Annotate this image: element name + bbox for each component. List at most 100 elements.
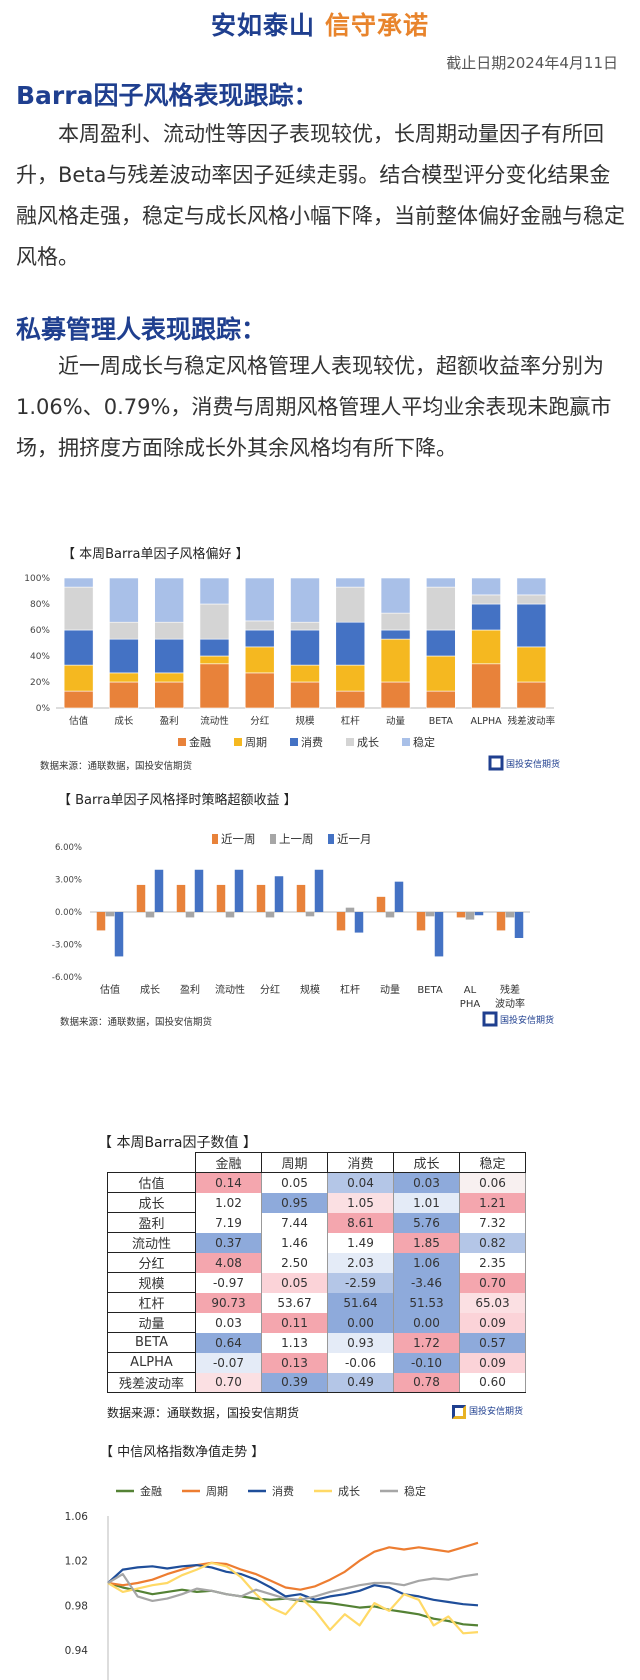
table-cell: 0.05: [261, 1272, 328, 1293]
table-column-header: 稳定: [459, 1152, 526, 1173]
table-column-header: 周期: [261, 1152, 328, 1173]
bar-segment-周期: [109, 672, 139, 683]
table-cell: 0.70: [195, 1372, 262, 1393]
bar-上一周: [345, 907, 355, 912]
section-title-barra: Barra因子风格表现跟踪：: [16, 81, 319, 110]
y-tick-label: 1.06: [65, 1511, 89, 1523]
table-cell: 7.19: [195, 1212, 262, 1233]
x-tick-label: BETA: [417, 985, 443, 996]
bar-segment-周期: [199, 655, 230, 665]
bar-上一周: [465, 912, 475, 920]
y-tick-label: -6.00%: [52, 973, 82, 983]
legend-swatch-周期: [234, 738, 242, 746]
series-line-成长: [107, 1561, 479, 1635]
table-cell: 90.73: [195, 1292, 262, 1313]
x-tick-label: 动量: [386, 716, 406, 727]
table-cell: -0.97: [195, 1272, 262, 1293]
x-tick-label: 杠杆: [341, 715, 361, 727]
table-cell: 0.09: [459, 1352, 526, 1373]
bar-上一周: [145, 912, 155, 918]
bar-segment-消费: [516, 603, 547, 648]
bar-segment-稳定: [244, 577, 275, 622]
table-cell: 7.44: [261, 1212, 328, 1233]
legend-label: 近一周: [221, 832, 256, 846]
row-label: 分红: [107, 1252, 196, 1273]
y-tick-label: 40%: [30, 652, 50, 662]
bar-segment-金融: [471, 663, 501, 709]
table-cell: 51.64: [327, 1292, 394, 1313]
report-date: 截止日期2024年4月11日: [446, 54, 618, 72]
legend-swatch-稳定: [402, 738, 410, 746]
section-title-private-fund: 私募管理人表现跟踪：: [16, 315, 267, 344]
bar-segment-周期: [154, 672, 184, 683]
bar-近一月: [114, 912, 124, 957]
table-cell: 0.57: [459, 1332, 526, 1353]
table-cell: 0.14: [195, 1172, 262, 1193]
y-tick-label: 6.00%: [55, 843, 82, 853]
brand-logo: 国投安信期货: [452, 1404, 523, 1419]
bar-segment-消费: [63, 629, 94, 666]
table-cell: 1.05: [327, 1192, 394, 1213]
legend-label: 成长: [357, 736, 379, 749]
legend-label: 稳定: [404, 1484, 426, 1498]
x-tick-label: 估值: [69, 715, 89, 727]
table-cell: 0.00: [393, 1312, 460, 1333]
x-tick-label: 杠杆: [340, 983, 360, 996]
bar-segment-金融: [244, 672, 275, 709]
bar-segment-稳定: [199, 577, 230, 605]
bar-segment-消费: [290, 629, 320, 666]
chart-title: 【 中信风格指数净值走势 】: [100, 1444, 264, 1460]
bar-segment-周期: [335, 664, 366, 692]
bar-segment-周期: [426, 655, 456, 692]
legend-label: 成长: [338, 1485, 360, 1498]
row-label: ALPHA: [107, 1352, 196, 1373]
bar-segment-稳定: [426, 577, 456, 588]
bar-近一月: [274, 876, 284, 912]
bar-segment-成长: [199, 603, 230, 640]
bar-segment-成长: [290, 621, 320, 631]
row-label: 成长: [107, 1192, 196, 1213]
row-label: 规模: [107, 1272, 196, 1293]
bar-segment-稳定: [516, 577, 547, 596]
chart2-logo-mark-icon: [482, 1011, 498, 1027]
table-cell: 0.04: [327, 1172, 394, 1193]
x-tick-label: 分红: [260, 983, 280, 996]
table-cell: 1.01: [393, 1192, 460, 1213]
chart-source: 数据来源：通联数据，国投安信期货: [40, 760, 192, 772]
table-row: 杠杆 90.73 53.67 51.64 51.53 65.03: [107, 1292, 526, 1313]
bar-segment-稳定: [335, 577, 366, 588]
table-cell: 4.08: [195, 1252, 262, 1273]
bar-segment-成长: [244, 620, 275, 631]
table-corner: [108, 1153, 196, 1173]
x-tick-label: 残差波动率: [508, 715, 556, 727]
table-cell: 1.06: [393, 1252, 460, 1273]
slogan-part2: 信守承诺: [325, 11, 430, 40]
bar-近一月: [514, 912, 524, 938]
excess-return-chart: 【 Barra单因子风格择时策略超额收益 】近一周 上一周 近一月 -6.00% -3.…: [52, 792, 554, 1028]
x-tick-label: 成长: [140, 984, 160, 996]
bar-segment-周期: [244, 646, 275, 674]
bar-近一周: [376, 896, 386, 912]
x-tick-label: 残差: [500, 983, 520, 996]
chart-title: 【 本周Barra单因子风格偏好 】: [62, 546, 249, 562]
chart2-logo-text: 国投安信期货: [500, 1014, 554, 1026]
section-text-private-fund: 近一周成长与稳定风格管理人表现较优，超额收益率分别为1.06%、0.79%，消费…: [16, 354, 612, 460]
x-tick-label: 成长: [114, 715, 134, 727]
bar-segment-消费: [109, 638, 139, 674]
chart1-logo-mark-icon: [488, 755, 504, 771]
legend-label: 周期: [245, 736, 267, 749]
table-cell: 1.72: [393, 1332, 460, 1353]
bar-近一周: [336, 912, 346, 931]
bar-近一周: [176, 884, 186, 912]
x-tick-label: 分红: [250, 715, 270, 727]
series-line-消费: [107, 1563, 479, 1607]
style-preference-chart: 【 本周Barra单因子风格偏好 】0%20%40%60%80%100%估值 成长…: [24, 546, 560, 772]
table-cell: 0.60: [459, 1372, 526, 1393]
table-cell: 0.03: [195, 1312, 262, 1333]
legend-label: 稳定: [413, 735, 435, 749]
bar-上一周: [505, 912, 515, 918]
table-cell: 0.39: [261, 1372, 328, 1393]
slogan-part1: 安如泰山: [210, 11, 315, 40]
legend-swatch-金融: [178, 738, 186, 746]
bar-segment-成长: [380, 612, 411, 631]
